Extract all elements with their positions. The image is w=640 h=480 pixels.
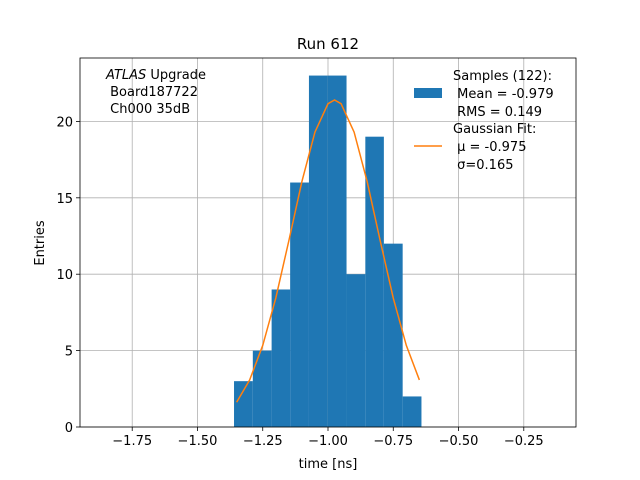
histogram-bar [365, 136, 384, 427]
x-tick-label: −1.25 [243, 434, 283, 449]
histogram-bar [290, 182, 309, 427]
annotation-italic: ATLAS [105, 68, 146, 83]
histogram-bar [271, 289, 291, 427]
y-tick-label: 0 [65, 421, 73, 436]
annotation-text: Upgrade [146, 68, 206, 83]
x-axis-label: time [ns] [299, 457, 358, 472]
legend-patch [414, 88, 442, 98]
histogram-bar [252, 350, 272, 427]
annotation: Ch000 35dB [106, 102, 190, 117]
histogram-bar [346, 274, 366, 427]
histogram-bar [308, 75, 328, 428]
chart-title: Run 612 [297, 35, 359, 53]
y-tick-label: 15 [56, 192, 73, 207]
legend-label: σ=0.165 [453, 158, 513, 173]
fit-line [235, 99, 421, 403]
histogram-bar [383, 243, 403, 427]
x-tick-label: −0.25 [504, 434, 544, 449]
y-tick-label: 5 [65, 345, 73, 360]
legend-label: μ = -0.975 [453, 140, 526, 155]
y-axis-label: Entries [33, 220, 48, 266]
y-tick-label: 10 [56, 268, 73, 283]
legend-label: Samples (122): [453, 69, 552, 84]
annotation: Board187722 [106, 85, 198, 100]
y-tick-label: 20 [56, 115, 73, 130]
legend-label: Gaussian Fit: [453, 122, 536, 137]
legend-label: RMS = 0.149 [453, 105, 542, 120]
histogram-bar [402, 396, 422, 427]
annotation: ATLAS Upgrade [105, 68, 206, 83]
x-tick-label: −1.75 [112, 434, 152, 449]
histogram-bar [234, 381, 253, 427]
plot-frame [79, 57, 577, 428]
x-tick-label: −0.50 [439, 434, 479, 449]
x-tick-label: −0.75 [373, 434, 413, 449]
legend-label: Mean = -0.979 [453, 87, 554, 102]
histogram-bar [327, 75, 347, 428]
x-tick-label: −1.50 [178, 434, 218, 449]
x-tick-label: −1.00 [308, 434, 348, 449]
